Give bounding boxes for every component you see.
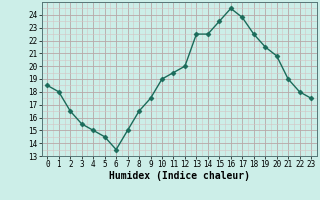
X-axis label: Humidex (Indice chaleur): Humidex (Indice chaleur) xyxy=(109,171,250,181)
